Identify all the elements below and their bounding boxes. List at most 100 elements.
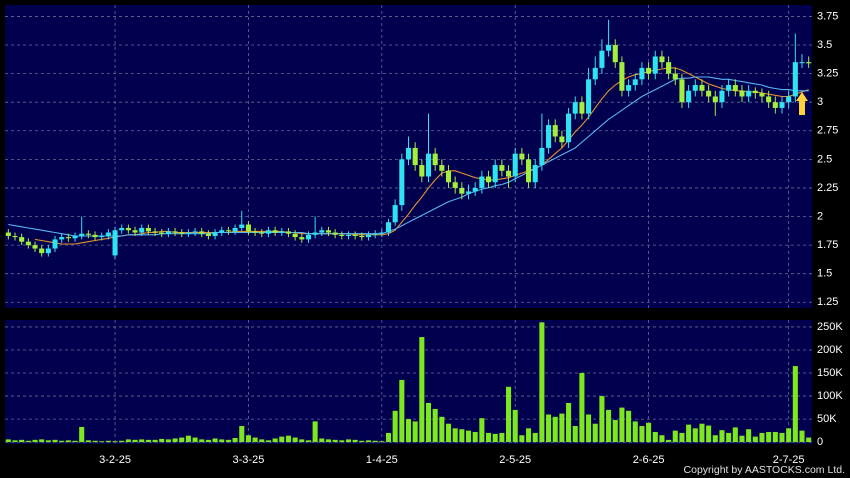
volume-bar	[686, 424, 692, 443]
candle-body	[806, 62, 812, 64]
x-tick-label: 2-5-25	[499, 454, 531, 466]
volume-bar	[79, 426, 85, 443]
volume-bar	[192, 437, 198, 443]
candle-body	[279, 231, 285, 233]
candle-body	[385, 222, 392, 233]
candle-body	[212, 232, 218, 236]
x-tick-label: 3-3-25	[233, 454, 265, 466]
volume-bar	[205, 439, 211, 443]
candle-body	[452, 182, 458, 188]
candle-body	[566, 113, 572, 143]
volume-bar	[659, 435, 665, 443]
volume-bar	[279, 436, 285, 443]
y-tick-label: 2	[817, 210, 823, 222]
candle-body	[499, 165, 505, 171]
candle-body	[552, 125, 558, 137]
volume-bar	[99, 441, 105, 443]
volume-bar	[779, 432, 785, 443]
volume-bar	[339, 440, 345, 443]
candle-body	[419, 165, 425, 177]
volume-bar	[32, 439, 38, 443]
candle-body	[792, 62, 798, 97]
candle-body	[632, 79, 638, 86]
candle-body	[25, 241, 31, 246]
candle-body	[265, 230, 271, 234]
candle-body	[679, 79, 685, 103]
volume-bar	[305, 440, 311, 443]
candle-body	[532, 165, 538, 183]
volume-bar	[132, 439, 138, 443]
volume-bar	[786, 428, 792, 443]
volume-bar	[439, 416, 445, 443]
y-tick-label: 3.5	[817, 39, 832, 51]
candle-body	[259, 232, 265, 234]
candle-body	[252, 231, 258, 233]
candle-body	[686, 90, 692, 103]
volume-bar	[332, 439, 338, 443]
volume-bar	[652, 432, 658, 443]
candle-body	[219, 230, 225, 233]
volume-bar	[639, 426, 645, 443]
volume-bar	[432, 408, 438, 443]
candle-body	[99, 235, 105, 238]
volume-bar	[739, 435, 745, 443]
y-tick-label: 0	[817, 436, 823, 448]
candle-body	[425, 153, 432, 177]
volume-bar	[799, 430, 805, 443]
y-tick-label: 50K	[817, 413, 837, 425]
volume-bar	[125, 439, 131, 443]
candle-body	[699, 85, 705, 91]
volume-bar	[372, 440, 378, 443]
volume-bar	[85, 440, 91, 443]
candle-body	[392, 205, 398, 223]
candle-body	[372, 233, 378, 235]
volume-bar	[559, 413, 565, 443]
candle-body	[732, 85, 738, 91]
candle-body	[159, 232, 165, 234]
volume-bar	[145, 439, 151, 443]
volume-bar	[586, 414, 592, 443]
candle-body	[52, 239, 58, 249]
candle-body	[546, 125, 552, 148]
candle-body	[485, 176, 492, 183]
candle-body	[606, 45, 612, 51]
candle-body	[179, 232, 185, 234]
volume-bar	[72, 440, 78, 443]
y-tick-label: 3	[817, 96, 823, 108]
volume-bar	[672, 430, 678, 443]
candle-body	[72, 235, 78, 239]
volume-bar	[325, 439, 332, 443]
volume-bar	[806, 437, 812, 443]
volume-bar	[465, 430, 472, 443]
candle-body	[472, 187, 478, 192]
candle-body	[412, 147, 418, 166]
candle-body	[39, 248, 45, 254]
volume-bar	[679, 432, 685, 443]
volume-bar	[732, 427, 738, 443]
volume-bar	[719, 430, 725, 443]
signal-arrow	[796, 92, 808, 115]
candle-body	[152, 231, 158, 233]
candle-body	[539, 147, 545, 166]
candle-body	[365, 234, 372, 238]
volume-bar	[292, 437, 298, 443]
volume-bar	[699, 423, 705, 443]
candle-body	[719, 90, 725, 103]
candle-body	[299, 237, 305, 240]
volume-bar	[105, 440, 111, 443]
volume-bar	[239, 426, 245, 443]
candle-body	[45, 248, 51, 254]
volume-bar	[259, 439, 265, 443]
candle-body	[199, 231, 205, 234]
volume-bar	[12, 440, 18, 443]
candle-body	[726, 85, 732, 91]
candle-body	[19, 237, 25, 242]
volume-bar	[519, 435, 525, 443]
candle-body	[185, 232, 191, 234]
volume-bar	[379, 441, 385, 443]
volume-bar	[399, 379, 405, 443]
volume-bar	[359, 440, 365, 443]
candle-body	[92, 234, 98, 238]
candle-body	[572, 102, 578, 114]
